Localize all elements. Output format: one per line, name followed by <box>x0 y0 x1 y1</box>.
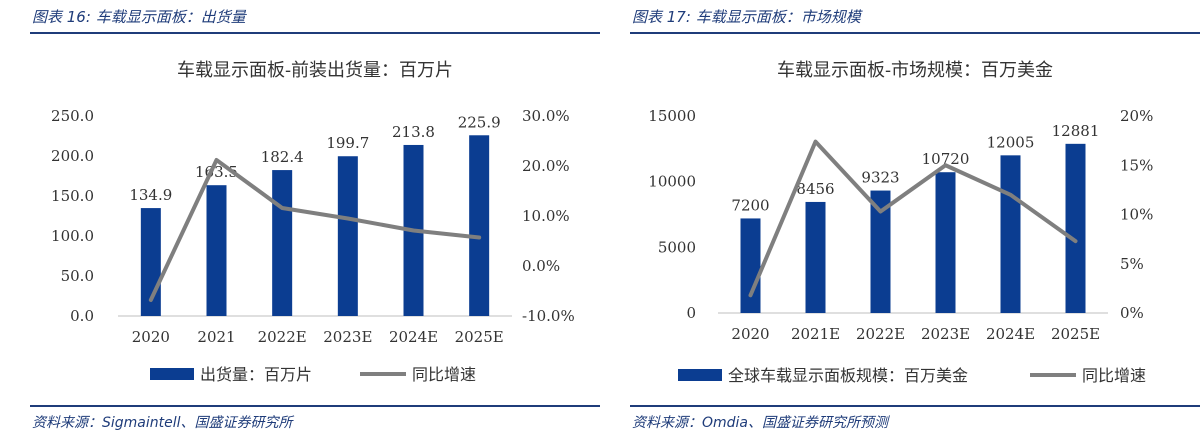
right-axis-tick-label: 10.0% <box>522 207 570 225</box>
figure-17-bottom-rule <box>630 405 1200 407</box>
bar <box>1065 143 1086 313</box>
bar-data-label: 225.9 <box>458 113 501 131</box>
legend-bar-swatch <box>678 369 722 381</box>
bar-data-label: 213.8 <box>392 123 435 141</box>
legend-line-label: 同比增速 <box>1082 366 1146 385</box>
legend-bar-swatch <box>150 368 194 380</box>
bar <box>469 135 490 316</box>
legend-bar-label: 全球车载显示面板规模：百万美金 <box>728 366 968 385</box>
right-axis-tick-label: 0.0% <box>522 257 560 275</box>
bar-data-label: 134.9 <box>129 186 172 204</box>
figure-17-panel: 图表 17: 车载显示面板：市场规模 车载显示面板-市场规模：百万美金 0 5000… <box>630 0 1200 440</box>
bar <box>206 185 227 316</box>
figure-16-title: 车载显示面板：出货量 <box>95 8 246 26</box>
bar <box>935 172 956 313</box>
bar-data-label: 9323 <box>861 169 899 187</box>
left-axis-tick-label: 50.0 <box>61 267 94 285</box>
left-axis-tick-label: 0 <box>686 304 696 322</box>
bar-data-label: 199.7 <box>326 134 369 152</box>
bar <box>272 170 293 316</box>
figure-16-chart: 车载显示面板-前装出货量：百万片 0.0 50.0 100.0 150.0 200.0 25… <box>51 60 575 384</box>
figure-17-top-rule <box>630 32 1200 34</box>
figure-17-label: 图表 17: <box>632 8 691 26</box>
figure-16-bottom-rule <box>30 405 600 407</box>
right-axis-tick-label: 20% <box>1120 107 1153 125</box>
figure-16-panel: 图表 16: 车载显示面板：出货量 车载显示面板-前装出货量：百万片 0.0 50.… <box>30 0 600 440</box>
x-axis-category-label: 2021 <box>197 328 235 346</box>
left-axis-tick-label: 5000 <box>658 238 696 256</box>
figure-16-top-rule <box>30 32 600 34</box>
bar-data-label: 12881 <box>1052 122 1100 140</box>
x-axis-category-label: 2024E <box>389 328 438 346</box>
figure-16-label: 图表 16: <box>32 8 91 26</box>
bar-data-label: 8456 <box>796 180 834 198</box>
bar <box>740 218 761 313</box>
chart-title: 车载显示面板-市场规模：百万美金 <box>777 60 1053 81</box>
bar-data-label: 182.4 <box>261 148 304 166</box>
figure-16-source: 资料来源：Sigmaintell、国盛证券研究所 <box>32 415 293 431</box>
right-axis-tick-label: 20.0% <box>522 157 570 175</box>
x-axis-category-label: 2024E <box>986 325 1035 343</box>
figure-17-source: 资料来源：Omdia、国盛证券研究所预测 <box>632 415 889 431</box>
right-axis-tick-label: 5% <box>1120 255 1144 273</box>
bar <box>805 201 826 313</box>
left-axis-tick-label: 10000 <box>648 173 696 191</box>
figure-17-heading: 图表 17: 车载显示面板：市场规模 <box>632 6 861 27</box>
growth-rate-line <box>148 158 482 302</box>
figure-17-title: 车载显示面板：市场规模 <box>695 8 861 26</box>
bar <box>337 156 358 316</box>
x-axis-category-label: 2022E <box>258 328 307 346</box>
right-axis-tick-label: 30.0% <box>522 107 570 125</box>
left-axis-tick-label: 200.0 <box>51 147 94 165</box>
x-axis-category-label: 2020 <box>132 328 170 346</box>
legend-bar-label: 出货量：百万片 <box>200 365 312 384</box>
bar <box>1000 155 1021 313</box>
left-axis-tick-label: 15000 <box>648 107 696 125</box>
bar-data-label: 7200 <box>731 196 769 214</box>
right-axis-tick-label: -10.0% <box>522 307 575 325</box>
x-axis-category-label: 2023E <box>921 325 970 343</box>
x-axis-category-label: 2022E <box>856 325 905 343</box>
x-axis-category-label: 2025E <box>455 328 504 346</box>
growth-rate-line <box>748 139 1078 298</box>
right-axis-tick-label: 10% <box>1120 206 1153 224</box>
left-axis-tick-label: 100.0 <box>51 227 94 245</box>
x-axis-category-label: 2023E <box>323 328 372 346</box>
legend-line-label: 同比增速 <box>412 365 476 384</box>
figure-17-chart: 车载显示面板-市场规模：百万美金 0 5000 10000 15000 0% 5% 10% 15… <box>648 60 1153 385</box>
left-axis-tick-label: 150.0 <box>51 187 94 205</box>
x-axis-category-label: 2020 <box>731 325 769 343</box>
right-axis-tick-label: 15% <box>1120 156 1153 174</box>
x-axis-category-label: 2025E <box>1051 325 1100 343</box>
x-axis-category-label: 2021E <box>791 325 840 343</box>
bar-data-label: 10720 <box>922 150 970 168</box>
bar-data-label: 12005 <box>987 133 1035 151</box>
chart-title: 车载显示面板-前装出货量：百万片 <box>177 60 453 81</box>
left-axis-tick-label: 0.0 <box>70 307 94 325</box>
left-axis-tick-label: 250.0 <box>51 107 94 125</box>
bar <box>870 190 891 313</box>
figure-16-heading: 图表 16: 车载显示面板：出货量 <box>32 6 246 27</box>
right-axis-tick-label: 0% <box>1120 304 1144 322</box>
